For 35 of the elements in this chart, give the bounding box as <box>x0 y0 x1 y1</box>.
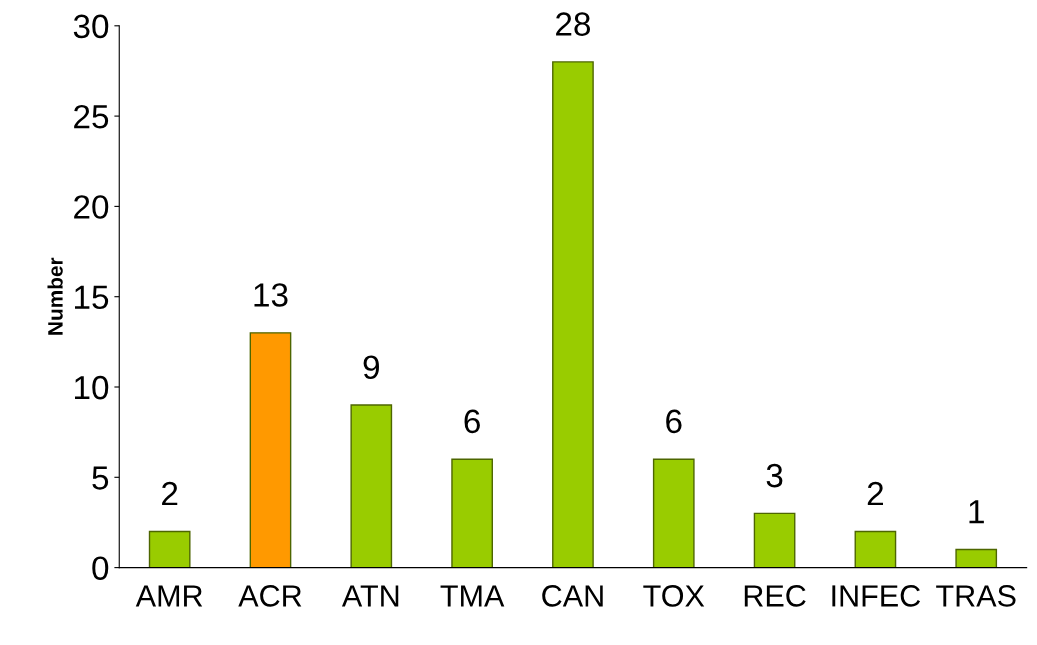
x-tick-label: ATN <box>341 585 399 607</box>
bar <box>955 548 998 568</box>
bar <box>854 530 897 568</box>
bar <box>753 512 796 568</box>
y-tick-label: 25 <box>74 104 109 129</box>
y-tick-label: 0 <box>92 556 109 581</box>
y-tick-label: 10 <box>75 375 109 400</box>
y-axis-title: Number <box>47 257 63 335</box>
data-label: 9 <box>363 355 379 380</box>
y-tick-label: 5 <box>92 466 109 490</box>
y-tick-label: 15 <box>75 285 109 310</box>
data-label: 13 <box>254 283 288 307</box>
bar <box>350 404 393 568</box>
x-tick-label: ACR <box>238 585 302 607</box>
data-label: 6 <box>666 409 682 434</box>
data-label: 3 <box>766 463 783 488</box>
data-label: 6 <box>464 409 480 434</box>
x-tick-label: TRAS <box>936 585 1016 607</box>
x-tick-label: CAN <box>542 585 603 607</box>
data-label: 28 <box>556 12 591 36</box>
bar <box>552 61 594 568</box>
y-tick-label: 20 <box>74 195 109 219</box>
x-tick-label: INFEC <box>832 585 921 607</box>
x-tick-label: AMR <box>135 585 203 607</box>
bar <box>652 458 695 568</box>
data-label: 2 <box>162 481 178 506</box>
x-tick-label: TOX <box>643 585 705 607</box>
bar <box>451 458 493 568</box>
bar <box>249 332 292 568</box>
y-tick-label: 30 <box>73 14 109 39</box>
x-tick-label: TMA <box>440 585 505 607</box>
data-label: 1 <box>969 500 984 524</box>
x-tick-label: REC <box>744 585 806 607</box>
bar <box>148 530 191 568</box>
data-label: 2 <box>867 481 883 506</box>
